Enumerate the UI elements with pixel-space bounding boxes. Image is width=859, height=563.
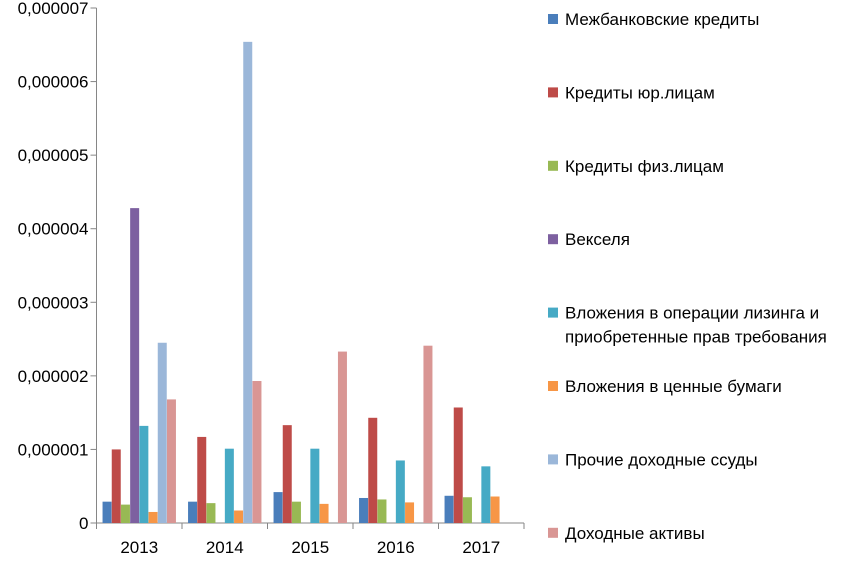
y-tick-label: 0,000007 (18, 0, 89, 18)
bar[interactable] (337, 351, 347, 523)
bar[interactable] (130, 208, 140, 523)
bar[interactable] (423, 345, 433, 523)
y-tick-label: 0 (79, 514, 88, 533)
legend-swatch (548, 234, 558, 245)
bar[interactable] (310, 448, 320, 523)
y-tick-label: 0,000004 (18, 220, 89, 239)
y-tick-label: 0,000005 (18, 146, 89, 165)
bar[interactable] (490, 496, 500, 523)
legend-label: Вложения в операции лизинга и приобретенн… (565, 304, 827, 347)
bar[interactable] (377, 499, 387, 523)
legend-label: Вложения в ценные бумаги (565, 377, 782, 396)
bar[interactable] (111, 449, 121, 523)
bar[interactable] (197, 436, 207, 523)
bar[interactable] (359, 497, 369, 523)
legend-label: Межбанковские кредиты (565, 10, 759, 29)
bar[interactable] (188, 501, 198, 523)
legend-label: Векселя (565, 230, 630, 249)
x-tick-label: 2015 (291, 538, 329, 557)
legend-swatch (548, 381, 558, 391)
bar[interactable] (166, 399, 176, 523)
legend-swatch (548, 87, 558, 98)
bar[interactable] (405, 502, 415, 523)
bar[interactable] (102, 501, 112, 523)
bar[interactable] (206, 503, 216, 523)
legend-swatch (548, 527, 558, 538)
x-tick-label: 2016 (377, 538, 415, 557)
bar[interactable] (139, 425, 149, 523)
bar[interactable] (224, 448, 234, 523)
bar[interactable] (273, 492, 283, 523)
bar[interactable] (291, 501, 301, 523)
bar[interactable] (252, 381, 262, 523)
y-tick-label: 0,000003 (18, 293, 89, 312)
x-tick-label: 2014 (206, 538, 244, 557)
bar[interactable] (282, 425, 292, 523)
bar[interactable] (234, 510, 244, 523)
bar[interactable] (157, 342, 167, 523)
legend-label: Кредиты юр.лицам (565, 83, 715, 102)
bar[interactable] (368, 417, 378, 523)
legend-swatch (548, 454, 558, 465)
y-tick-label: 0,000001 (18, 440, 89, 459)
bar[interactable] (120, 504, 130, 523)
legend-swatch (548, 14, 558, 24)
legend-label: Кредиты физ.лицам (565, 157, 724, 176)
legend-label: Прочие доходные ссуды (565, 450, 758, 469)
legend-swatch (548, 160, 558, 171)
y-tick-label: 0,000002 (18, 367, 89, 386)
bar[interactable] (148, 511, 158, 523)
legend-label: Доходные активы (565, 524, 705, 543)
x-tick-label: 2017 (462, 538, 500, 557)
bar[interactable] (444, 495, 454, 523)
y-tick-label: 0,000006 (18, 73, 89, 92)
bar[interactable] (481, 466, 491, 523)
bar[interactable] (243, 41, 253, 523)
bar[interactable] (395, 460, 405, 523)
bar[interactable] (453, 407, 463, 523)
bar[interactable] (319, 503, 329, 523)
x-tick-label: 2013 (120, 538, 158, 557)
legend-swatch (548, 307, 558, 318)
bar[interactable] (462, 497, 472, 523)
